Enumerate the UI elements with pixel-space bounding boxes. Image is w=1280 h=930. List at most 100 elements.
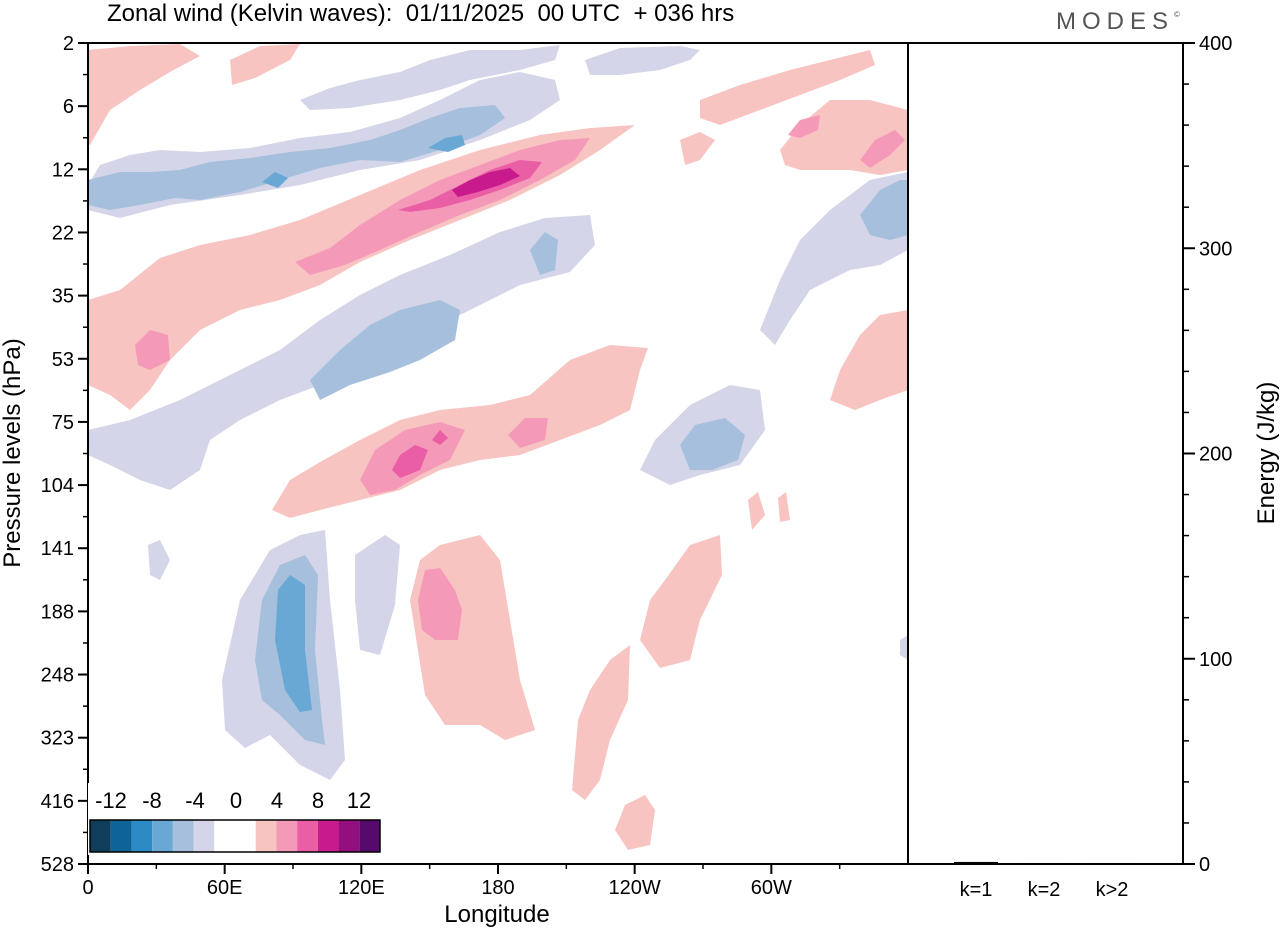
energy-axis-title: Energy (J/kg) (1253, 382, 1280, 525)
colorbar-label: 12 (347, 788, 371, 813)
colorbar-swatch (214, 820, 235, 852)
energy-category-label: k=1 (960, 879, 993, 901)
longitude-tick-label: 60E (207, 877, 243, 899)
colorbar-swatch (255, 820, 277, 852)
contour-field (88, 44, 908, 850)
colorbar-swatch (338, 820, 360, 852)
contour-neg-top-right (585, 46, 700, 75)
energy-category-label: k>2 (1096, 879, 1129, 901)
energy-frame (907, 42, 1184, 865)
contour-pos-right-top (700, 50, 875, 125)
pressure-tick-label: 248 (41, 665, 74, 687)
contour-neg6-top (428, 135, 465, 152)
colorbar-border (89, 819, 381, 853)
energy-bar (1022, 862, 1066, 864)
colorbar-swatch (152, 820, 173, 852)
colorbar-label: 0 (230, 788, 242, 813)
energy-tick-label: 200 (1199, 444, 1232, 466)
contour-pos4-right-2 (788, 115, 820, 138)
energy-tick-label: 300 (1199, 238, 1232, 260)
contour-neg-top (300, 45, 560, 110)
longitude-tick-label: 180 (481, 877, 514, 899)
contour-pos-small-1 (748, 492, 765, 530)
contour-pos-right-small (680, 132, 715, 165)
colorbar-swatch (359, 820, 380, 852)
colorbar-label: -4 (185, 788, 205, 813)
contour-neg4-wave-180w (680, 418, 745, 470)
pressure-tick-label: 141 (41, 538, 74, 560)
energy-category-label: k=2 (1028, 879, 1061, 901)
contour-pos-bottom (615, 795, 655, 850)
contour-pos-tropospheric (410, 535, 535, 740)
colorbar-label: 8 (312, 788, 324, 813)
longitude-tick-label: 120W (609, 877, 661, 899)
longitude-ticks: 0 60E 120E 180 120W 60W (82, 864, 841, 899)
colorbar-swatch (276, 820, 298, 852)
colorbar-swatch (235, 820, 256, 852)
longitude-tick-label: 0 (82, 877, 93, 899)
colorbar-swatch (297, 820, 318, 852)
energy-tick-label: 0 (1199, 854, 1210, 876)
x-axis-title: Longitude (444, 901, 549, 928)
colorbar: -12 -8 -4 0 4 8 12 (88, 783, 382, 855)
contour-neg-small-2 (355, 535, 400, 655)
colorbar-swatch (172, 820, 194, 852)
pressure-tick-label: 188 (41, 601, 74, 623)
contour-pos-180w (640, 535, 722, 668)
pressure-tick-label: 22 (52, 222, 74, 244)
contour-pos-lower-right (572, 645, 630, 800)
pressure-tick-label: 53 (52, 349, 74, 371)
contour-pos4-tropospheric (418, 568, 462, 640)
contour-pos4-mid-small (508, 418, 548, 448)
copyright-mark: © (1174, 10, 1180, 19)
colorbar-swatch (317, 820, 339, 852)
colorbar-swatch (131, 820, 153, 852)
contour-neg4-small (530, 232, 558, 275)
chart-title: Zonal wind (Kelvin waves): 01/11/2025 00… (107, 0, 735, 27)
contour-pos6-lower (392, 445, 428, 478)
contour-pos6-small (432, 430, 448, 445)
energy-tick-label: 400 (1199, 33, 1232, 55)
pressure-tick-label: 416 (41, 791, 74, 813)
colorbar-swatch (110, 820, 132, 852)
colorbar-label: 4 (271, 788, 283, 813)
pressure-tick-label: 12 (52, 159, 74, 181)
energy-ticks: 0 100 200 300 400 (1183, 33, 1232, 876)
contour-pos-right-lower (830, 310, 908, 410)
contour-neg6-upper-troposphere (275, 575, 312, 712)
contour-neg-small-1 (148, 540, 170, 580)
contour-pos-small-2 (778, 492, 790, 522)
energy-tick-label: 100 (1199, 649, 1232, 671)
pressure-ticks: 2 6 12 22 35 53 75 104 141 188 248 323 416 528 (41, 33, 88, 876)
pressure-tick-label: 2 (63, 33, 74, 55)
pressure-tick-label: 104 (41, 475, 74, 497)
contour-neg4-right (860, 180, 908, 240)
contour-pos-top-left (88, 44, 200, 145)
contour-pos8-core (452, 168, 520, 197)
longitude-tick-label: 120E (338, 877, 385, 899)
contour-pos4-left (135, 330, 170, 370)
contour-neg6-strip (262, 172, 288, 188)
colorbar-swatch (90, 820, 111, 852)
colorbar-swatch (193, 820, 215, 852)
energy-bar (1090, 862, 1134, 864)
contour-pos-top-mid (230, 44, 300, 85)
contour-neg-small-3 (900, 635, 908, 660)
pressure-tick-label: 6 (63, 96, 74, 118)
energy-bar (954, 861, 998, 864)
pressure-tick-label: 528 (41, 854, 74, 876)
colorbar-label: -8 (142, 788, 162, 813)
modes-logo-text: MODES (1056, 8, 1175, 35)
colorbar-label: -12 (95, 788, 127, 813)
contour-neg4-strip (88, 105, 505, 210)
longitude-tick-label: 60W (751, 877, 792, 899)
pressure-tick-label: 35 (52, 286, 74, 308)
modes-logo: MODES© (1056, 8, 1180, 36)
pressure-tick-label: 75 (52, 412, 74, 434)
y-axis-title: Pressure levels (hPa) (0, 338, 26, 567)
energy-bars: k=1 k=2 k>2 (954, 861, 1134, 901)
contour-pos4-right (860, 130, 905, 168)
pressure-tick-label: 323 (41, 728, 74, 750)
contour-neg4-middle (310, 300, 460, 400)
